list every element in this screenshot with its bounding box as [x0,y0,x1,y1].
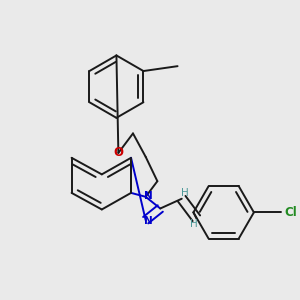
Text: H: H [181,188,188,199]
Text: N: N [144,216,153,226]
Text: O: O [113,146,123,159]
Text: H: H [190,219,197,229]
Text: N: N [144,191,153,201]
Text: Cl: Cl [285,206,297,219]
